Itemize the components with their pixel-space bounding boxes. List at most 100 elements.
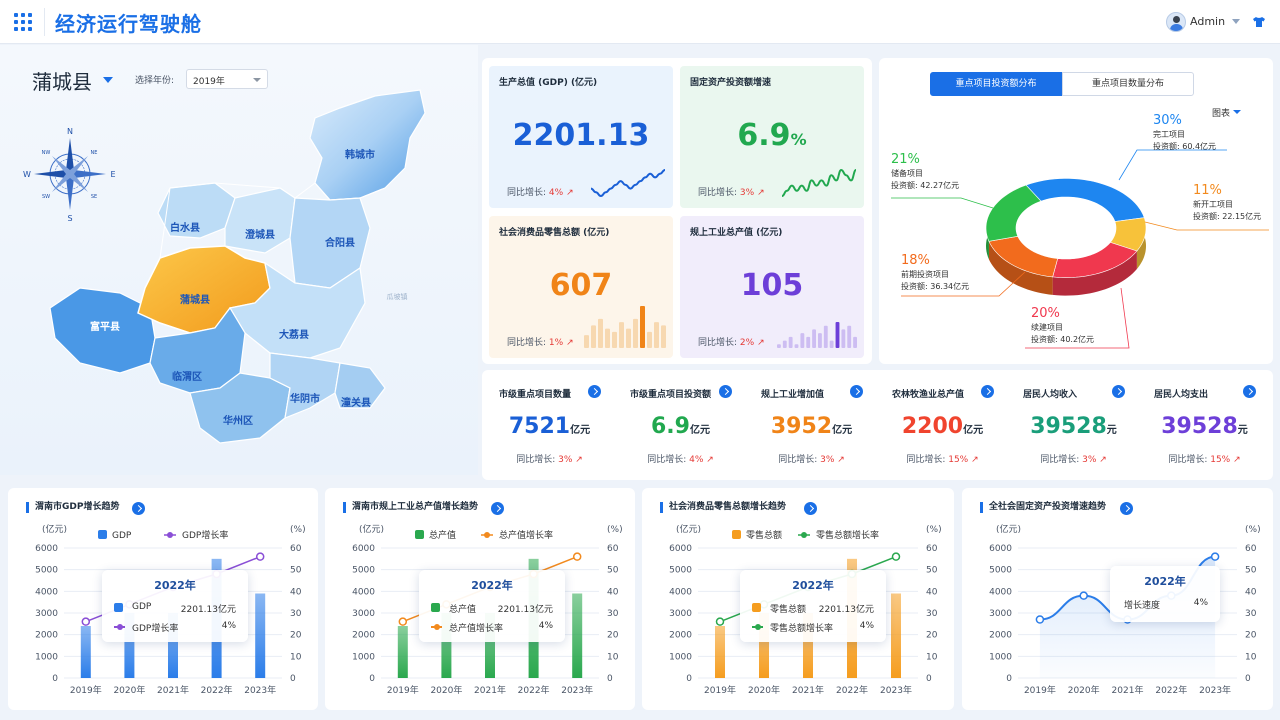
donut-label-reserve: 21% 储备项目 投资额: 42.27亿元 [891,152,960,190]
mini-kpi-value: 39528元 [1030,414,1117,439]
tab-investment-distribution[interactable]: 重点项目投资额分布 [930,72,1062,96]
tab-count-distribution[interactable]: 重点项目数量分布 [1062,72,1194,96]
y-tick-label: 2000 [35,631,58,641]
mini-kpi-growth: 同比增长: 4% ↗ [647,455,714,465]
kpi-label: 规上工业总产值 (亿元) [690,228,783,238]
y2-tick-label: 20 [290,631,302,641]
legend-bar-label: GDP [112,531,132,541]
mini-kpi-label: 居民人均收入 [1023,390,1078,400]
y-tick-label: 0 [1006,674,1012,684]
y2-tick-label: 10 [1245,652,1257,662]
kpi-sparkline [781,168,857,197]
kpi-card-gdp[interactable]: 生产总值 (GDP) (亿元) 2201.13 同比增长: 4% ↗ [489,66,673,208]
y-tick-label: 1000 [35,652,58,662]
arrow-right-icon[interactable] [1112,385,1125,398]
user-avatar[interactable] [1166,12,1186,32]
chart-card-investment-growth: 全社会固定资产投资增速趋势 (亿元) (%) 0 0 1000 10 2000 20 3000 3… [962,488,1273,710]
arrow-right-icon[interactable] [132,502,145,515]
compass-s: S [67,214,72,222]
x-tick-label: 2022年 [1155,684,1187,696]
spark-bar [818,333,822,348]
kpi-growth: 同比增长: 2% ↗ [698,338,765,348]
user-name[interactable]: Admin [1190,15,1226,28]
map-region-hancheng[interactable] [309,89,426,201]
arrow-right-icon[interactable] [981,385,994,398]
y-tick-label: 3000 [352,609,375,619]
y-tick-label: 1000 [352,652,375,662]
line-point [81,617,91,626]
mini-kpi-value: 39528元 [1161,414,1248,439]
spark-bar [777,344,781,348]
theme-shirt-icon[interactable] [1253,16,1265,28]
spark-bar [619,322,624,348]
donut-chart [891,149,1269,349]
y2-tick-label: 20 [607,631,619,641]
spark-bar [794,344,799,348]
left-axis-label: (亿元) [996,523,1021,535]
county-dropdown-caret-icon[interactable] [103,77,113,83]
arrow-right-icon[interactable] [1120,502,1133,515]
kpi-card-industrial-output[interactable]: 规上工业总产值 (亿元) 105 同比增长: 2% ↗ [680,216,864,358]
chart-title: 社会消费品零售总额增长趋势 [660,502,786,513]
y2-tick-label: 60 [926,544,938,554]
line-point [1079,591,1088,600]
chart-tooltip: 2022年 总产值 2201.13亿元 总产值增长率 4% [419,570,565,642]
mini-kpi-resident-spending[interactable]: 居民人均支出 39528元 同比增长: 15% ↗ [1143,378,1266,474]
kpi-card-retail[interactable]: 社会消费品零售总额 (亿元) 607 同比增长: 1% ↗ [489,216,673,358]
y2-tick-label: 30 [926,609,938,619]
right-axis-label: (%) [926,525,942,535]
chart-type-select[interactable]: 图表 [1212,106,1242,119]
legend-line-label: GDP增长率 [182,529,228,541]
compass-se: SE [91,194,97,200]
y2-tick-label: 20 [1245,631,1257,641]
arrow-right-icon[interactable] [719,385,732,398]
y-tick-label: 3000 [989,609,1012,619]
arrow-right-icon[interactable] [491,502,504,515]
map-region-tongguan[interactable] [334,362,386,409]
x-tick-label: 2023年 [880,684,912,696]
app-grid-icon[interactable] [14,13,32,31]
chart-card-gdp: 渭南市GDP增长趋势 (亿元) (%) 0 0 1000 10 2000 20 3000 30 40… [8,488,318,710]
bar [441,613,452,678]
mini-kpi-agriculture-output[interactable]: 农林牧渔业总产值 2200亿元 同比增长: 15% ↗ [881,378,1004,474]
x-tick-label: 2021年 [1112,684,1144,696]
kpi-sparkline [590,169,666,198]
area-fill [1039,556,1216,678]
user-menu-caret-icon[interactable] [1232,19,1240,24]
line-point [715,617,725,626]
arrow-right-icon[interactable] [588,385,601,398]
mini-kpi-resident-income[interactable]: 居民人均收入 39528元 同比增长: 3% ↗ [1012,378,1135,474]
mini-kpi-key-project-count[interactable]: 市级重点项目数量 7521亿元 同比增长: 3% ↗ [488,378,611,474]
y2-tick-label: 30 [1245,609,1257,619]
y-tick-label: 0 [52,674,58,684]
donut-label-completed: 30% 完工项目 投资额: 60.4亿元 [1153,113,1217,151]
bar [168,613,178,678]
map-region-baishui[interactable] [157,182,236,239]
map-label-guapo: 瓜坡镇 [387,292,408,301]
donut-label-new: 11% 新开工项目 投资额: 22.15亿元 [1193,183,1262,221]
mini-kpi-value: 6.9亿元 [651,414,710,439]
kpi-card-investment-growth[interactable]: 固定资产投资额增速 6.9% 同比增长: 3% ↗ [680,66,864,208]
mini-kpi-key-project-investment[interactable]: 市级重点项目投资额 6.9亿元 同比增长: 4% ↗ [619,378,742,474]
bar [485,613,495,678]
arrow-right-icon[interactable] [850,385,863,398]
mini-kpi-industrial-added-value[interactable]: 规上工业增加值 3952亿元 同比增长: 3% ↗ [750,378,873,474]
county-title[interactable]: 蒲城县 [32,70,92,94]
map-region-chengcheng[interactable] [224,187,296,254]
legend-line-label: 零售总额增长率 [816,529,879,541]
mini-kpi-value: 3952亿元 [770,414,853,439]
bar [397,626,408,678]
chart-tooltip: 2022年 零售总额 2201.13亿元 零售总额增长率 4% [740,570,886,642]
distribution-tabs: 重点项目投资额分布 重点项目数量分布 [930,72,1194,96]
topbar-divider [44,8,45,36]
arrow-right-icon[interactable] [804,502,817,515]
map-region-huayin[interactable] [269,352,341,419]
year-label: 选择年份: [135,76,175,86]
legend-line-marker [167,532,173,538]
arrow-right-icon[interactable] [1243,385,1256,398]
year-select[interactable]: 2019年 [186,69,268,89]
spark-bar [654,322,659,348]
y2-tick-label: 50 [607,566,619,576]
y-tick-label: 5000 [35,566,58,576]
x-tick-label: 2019年 [704,684,736,696]
